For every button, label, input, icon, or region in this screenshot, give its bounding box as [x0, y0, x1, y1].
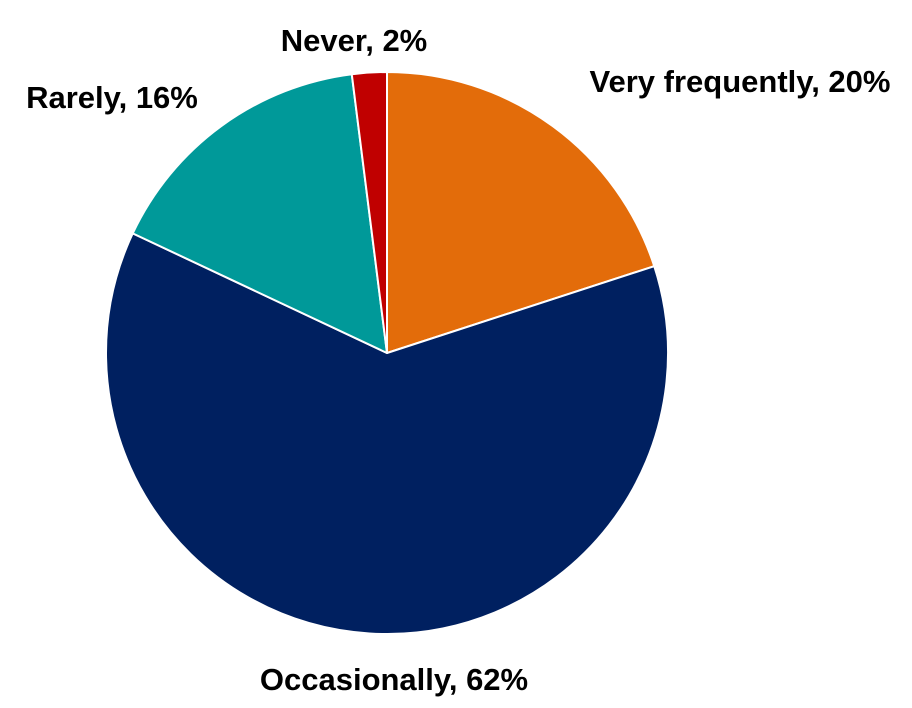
label-very-frequently: Very frequently, 20%: [590, 64, 891, 99]
label-never: Never, 2%: [281, 23, 428, 58]
pie-slices: [105, 71, 669, 635]
pie-slice-rarely: [131, 73, 388, 354]
pie-slice-very-frequently: [386, 71, 656, 354]
label-occasionally: Occasionally, 62%: [260, 662, 528, 697]
pie-slice-occasionally: [105, 232, 669, 635]
label-rarely: Rarely, 16%: [26, 80, 198, 115]
pie-slice-never: [350, 71, 388, 354]
